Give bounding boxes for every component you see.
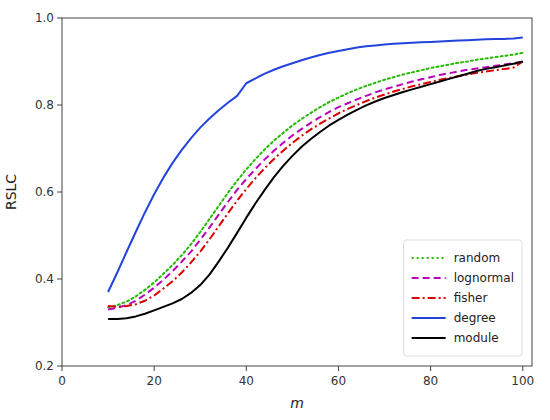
x-tick (338, 366, 339, 371)
x-tick-label: 40 (239, 374, 254, 388)
chart-svg: 0 20 40 60 80 100 0.2 0.4 0.6 0.8 1.0 m RSLC random lo… (0, 0, 550, 420)
y-tick-label: 1.0 (35, 11, 54, 25)
x-tick-label: 60 (331, 374, 346, 388)
x-tick (522, 366, 523, 371)
legend-label: degree (454, 311, 496, 325)
legend-swatch (412, 297, 446, 299)
legend: random lognormal fisher degree module (404, 240, 522, 356)
y-tick (57, 18, 62, 19)
chart-container: 0 20 40 60 80 100 0.2 0.4 0.6 0.8 1.0 m RSLC random lo… (0, 0, 550, 420)
y-tick-label: 0.2 (35, 359, 54, 373)
x-tick (154, 366, 155, 371)
x-axis-label: m (290, 395, 304, 411)
y-tick-label: 0.4 (35, 272, 54, 286)
y-tick (57, 105, 62, 106)
legend-label: lognormal (454, 271, 514, 285)
y-axis-label: RSLC (3, 174, 19, 210)
legend-swatch (412, 257, 446, 259)
series-line (108, 62, 523, 320)
series-line (108, 62, 523, 310)
y-tick-label: 0.6 (35, 185, 54, 199)
x-tick-label: 20 (147, 374, 162, 388)
x-tick-label: 100 (511, 374, 534, 388)
plot-frame (62, 18, 532, 366)
y-tick-label: 0.8 (35, 98, 54, 112)
legend-label: module (454, 331, 499, 345)
legend-label: fisher (454, 291, 488, 305)
legend-swatch (412, 277, 446, 279)
legend-box (404, 240, 522, 356)
x-tick-label: 0 (58, 374, 66, 388)
background (0, 0, 550, 420)
x-tick (430, 366, 431, 371)
x-tick (246, 366, 247, 371)
y-tick (57, 192, 62, 193)
legend-swatch (412, 337, 446, 339)
y-tick (57, 366, 62, 367)
legend-swatch (412, 317, 446, 319)
legend-label: random (454, 251, 501, 265)
x-tick (62, 366, 63, 371)
y-tick (57, 279, 62, 280)
series-lines (108, 38, 523, 319)
series-line (108, 62, 523, 307)
x-tick-label: 80 (423, 374, 438, 388)
axes: 0 20 40 60 80 100 0.2 0.4 0.6 0.8 1.0 (35, 11, 534, 388)
